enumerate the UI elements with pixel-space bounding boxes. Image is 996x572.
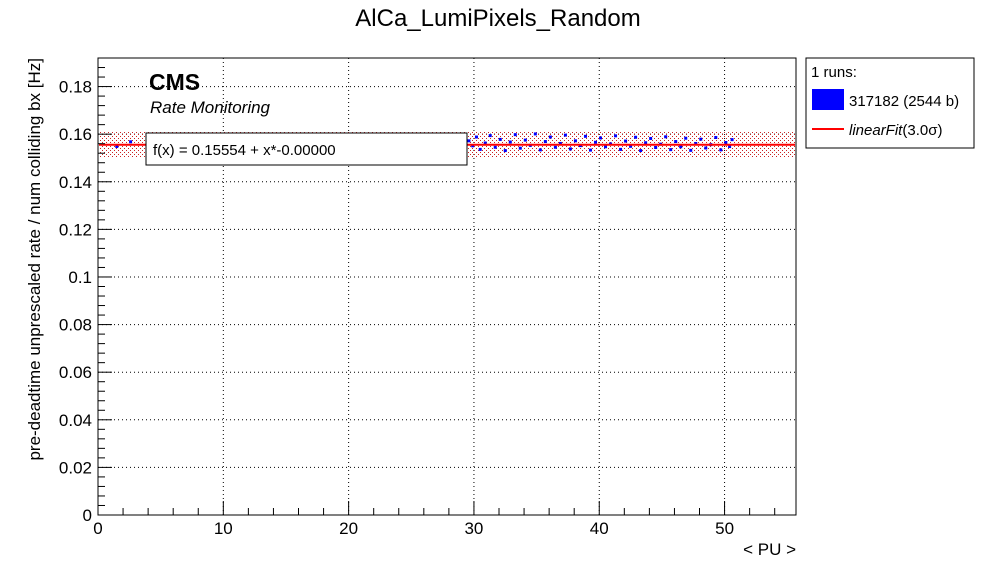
x-tick-label: 10 [214, 519, 233, 538]
x-tick-label: 30 [464, 519, 483, 538]
y-tick-label: 0.18 [59, 78, 92, 97]
legend-header: 1 runs: [811, 64, 857, 81]
data-point [488, 134, 492, 138]
legend-label-series: 317182 (2544 b) [849, 93, 959, 110]
cms-sublabel: Rate Monitoring [150, 98, 271, 117]
chart-title: AlCa_LumiPixels_Random [355, 5, 640, 32]
data-point [714, 135, 718, 139]
data-point [649, 136, 653, 140]
y-tick-label: 0.06 [59, 363, 92, 382]
data-point [471, 144, 475, 148]
data-point [624, 139, 628, 143]
data-point [664, 135, 668, 139]
data-point [129, 140, 133, 144]
data-point [115, 145, 119, 149]
y-axis-title: pre-deadtime unprescaled rate / num coll… [25, 58, 44, 461]
plot-frame [97, 57, 797, 516]
data-point [684, 136, 688, 140]
data-point [588, 148, 592, 152]
data-point [563, 133, 567, 137]
data-point [558, 141, 562, 145]
data-point [467, 139, 471, 143]
data-point [533, 132, 537, 136]
x-tick-label: 40 [590, 519, 609, 538]
data-point [619, 147, 623, 151]
grid-lines [98, 58, 796, 515]
data-point [518, 146, 522, 150]
y-tick-label: 0.02 [59, 458, 92, 477]
data-point [478, 147, 482, 151]
data-point [719, 148, 723, 152]
data-point [639, 149, 643, 153]
x-tick-labels: 0 10 20 30 40 50 [93, 519, 734, 538]
data-point [553, 145, 557, 149]
data-point [629, 144, 633, 148]
data-point [498, 137, 502, 141]
legend: 1 runs: 317182 (2544 b) linearFit(3.0σ) [805, 57, 975, 149]
axis-ticks [97, 67, 776, 516]
y-tick-label: 0.16 [59, 125, 92, 144]
data-point [543, 140, 547, 144]
data-point [724, 140, 728, 144]
data-point [538, 148, 542, 152]
legend-label-fit: linearFit(3.0σ) [849, 122, 942, 139]
data-point [593, 140, 597, 144]
data-point [483, 141, 487, 145]
data-point [474, 135, 478, 139]
data-point [644, 141, 648, 145]
data-point [634, 135, 638, 139]
data-point [728, 145, 732, 149]
legend-label-fit-sigma: (3.0σ) [902, 122, 942, 139]
data-point [523, 138, 527, 142]
data-point [493, 145, 497, 149]
data-point [679, 145, 683, 149]
data-point [704, 146, 708, 150]
y-tick-label: 0.08 [59, 316, 92, 335]
data-point [599, 136, 603, 140]
data-point [503, 149, 507, 153]
data-point [508, 140, 512, 144]
legend-swatch-series [812, 89, 844, 110]
y-tick-label: 0.14 [59, 173, 92, 192]
data-point [674, 140, 678, 144]
data-point [568, 147, 572, 151]
y-tick-label: 0.12 [59, 220, 92, 239]
data-point [583, 134, 587, 138]
data-point [654, 145, 658, 149]
x-tick-label: 50 [715, 519, 734, 538]
fit-label: f(x) = 0.15554 + x*-0.00000 [153, 142, 336, 159]
data-point [548, 135, 552, 139]
data-point [699, 137, 703, 141]
x-tick-label: 0 [93, 519, 102, 538]
data-point [694, 141, 698, 145]
y-tick-label: 0.04 [59, 411, 92, 430]
y-tick-label: 0 [83, 506, 92, 525]
cms-label: CMS [149, 69, 200, 95]
data-point [513, 133, 517, 137]
legend-label-fit-name: linearFit [849, 122, 903, 139]
data-point [573, 139, 577, 143]
x-tick-label: 20 [339, 519, 358, 538]
fit-label-box [145, 132, 468, 166]
y-tick-labels: 0 0.02 0.04 0.06 0.08 0.1 0.12 0.14 0.16 0.18 [59, 78, 92, 525]
y-tick-label: 0.1 [68, 268, 92, 287]
data-point [614, 134, 618, 138]
data-point [604, 145, 608, 149]
x-axis-title: < PU > [743, 540, 796, 559]
data-point [730, 138, 734, 142]
data-point [669, 148, 673, 152]
data-point [689, 148, 693, 152]
